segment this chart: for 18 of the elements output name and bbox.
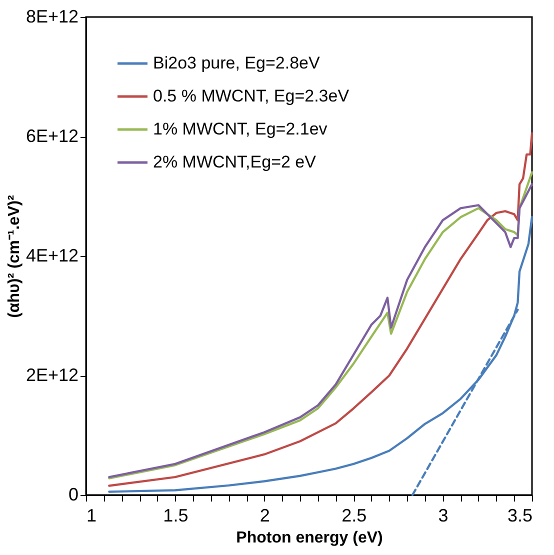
y-tick-label: 0: [68, 484, 78, 504]
legend-label: 1% MWCNT, Eg=2.1ev: [153, 120, 328, 138]
x-tick-label: 2: [260, 506, 270, 526]
y-tick-label: 4E+12: [26, 246, 78, 266]
y-tick-label: 8E+12: [26, 6, 78, 26]
legend-label: Bi2o3 pure, Eg=2.8eV: [153, 54, 320, 72]
x-tick-label: 2.5: [342, 506, 367, 526]
x-tick-label: 1: [86, 506, 97, 526]
y-tick-label: 2E+12: [26, 365, 78, 385]
y-axis-title: (αhυ)² (cm⁻¹.eV)²: [6, 195, 23, 318]
x-axis-title: Photon energy (eV): [236, 530, 383, 546]
x-tick-label: 1.5: [163, 506, 188, 526]
line-series: [108, 216, 534, 493]
legend-label: 2% MWCNT,Eg=2 eV: [153, 152, 317, 172]
x-tick-label: 3: [438, 506, 448, 526]
x-tick-label: 3.5: [507, 506, 532, 526]
legend-label: 0.5 % MWCNT, Eg=2.3eV: [153, 86, 350, 106]
y-tick-label: 6E+12: [26, 126, 78, 146]
